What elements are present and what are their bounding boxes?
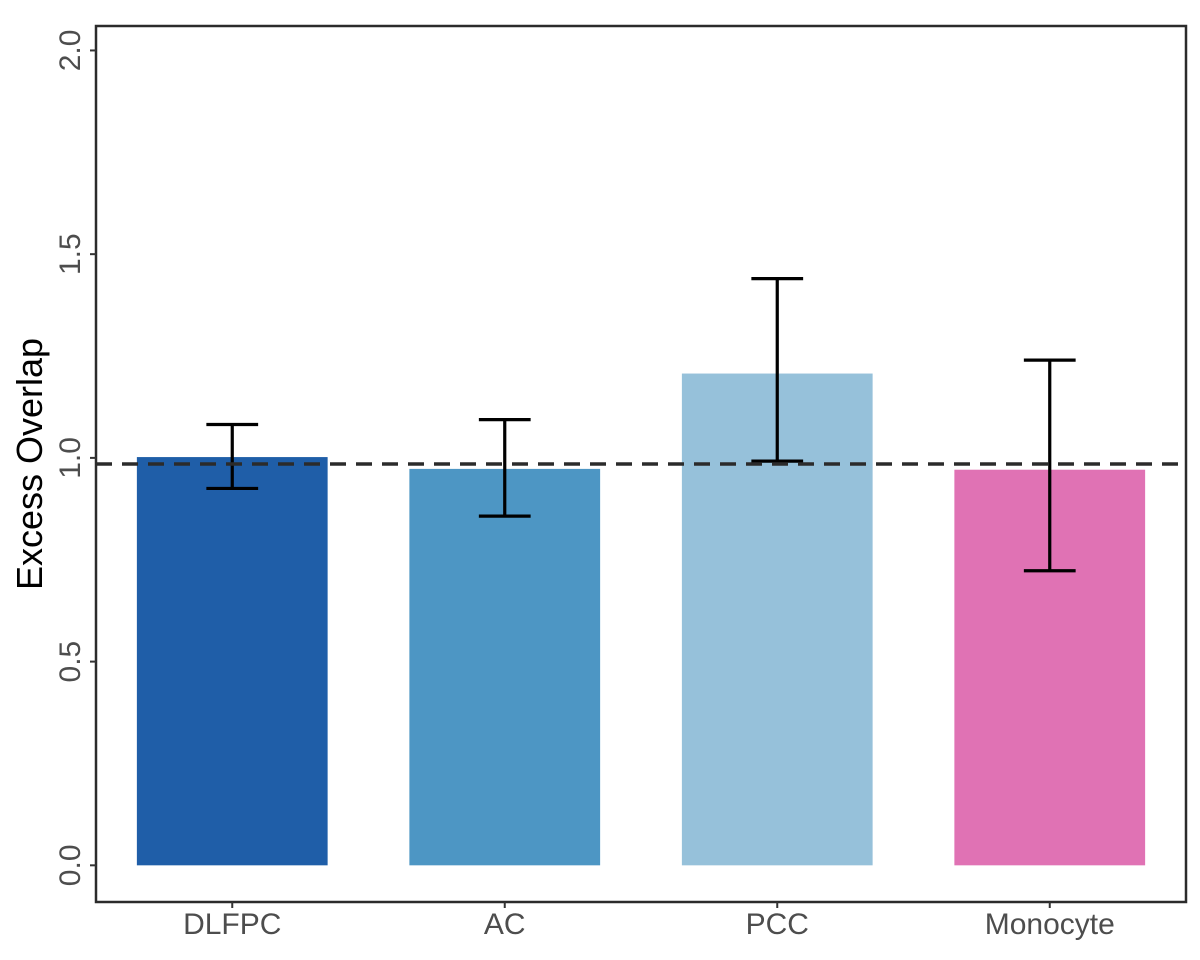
x-axis-ticks: DLFPC AC PCC Monocyte xyxy=(183,902,1115,941)
x-tick-label: Monocyte xyxy=(985,908,1115,941)
y-axis-ticks: 0.0 0.5 1.0 1.5 2.0 xyxy=(54,30,96,886)
bars xyxy=(136,373,1146,866)
y-tick-label: 2.0 xyxy=(54,30,87,72)
y-axis-title: Excess Overlap xyxy=(9,338,50,590)
y-tick-label: 0.5 xyxy=(54,641,87,683)
y-tick-label: 0.0 xyxy=(54,844,87,886)
error-bars xyxy=(206,277,1076,573)
x-tick-label: PCC xyxy=(746,908,809,941)
bar-ac xyxy=(409,468,601,866)
plot-frame xyxy=(94,24,1188,904)
x-tick-label: AC xyxy=(484,908,526,941)
x-tick-label: DLFPC xyxy=(183,908,281,941)
y-tick-label: 1.5 xyxy=(54,233,87,275)
y-tick-label: 1.0 xyxy=(54,437,87,479)
bar-dlfpc xyxy=(136,457,328,866)
